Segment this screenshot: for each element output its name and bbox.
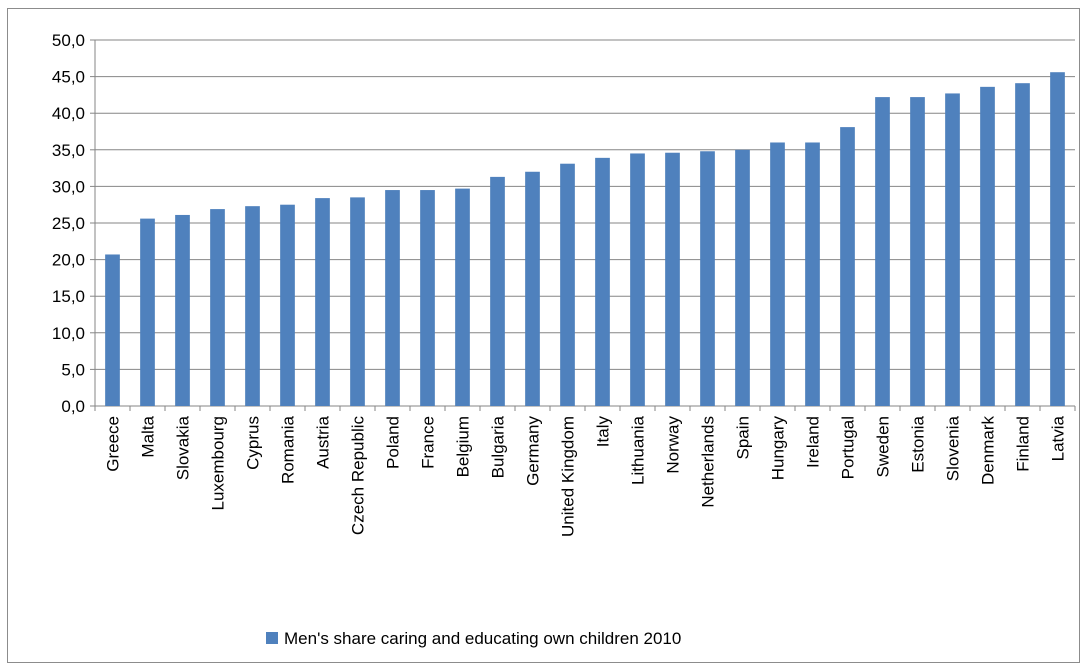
bar (210, 209, 225, 406)
legend: Men's share caring and educating own chi… (266, 629, 681, 648)
x-category-label: Italy (594, 416, 613, 448)
x-category-label: Hungary (769, 416, 788, 481)
x-category-label: Greece (104, 416, 123, 472)
x-category-label: Slovakia (174, 415, 193, 480)
bar (980, 86, 995, 407)
y-tick-label: 40,0 (52, 104, 85, 123)
bar (595, 157, 610, 406)
bar (490, 176, 505, 406)
bar (700, 151, 715, 406)
bar (350, 197, 365, 406)
x-category-label: Czech Republic (349, 416, 368, 536)
x-category-label: Malta (139, 415, 158, 457)
bar (245, 206, 260, 406)
bar (805, 142, 820, 407)
x-category-label: Romania (279, 415, 298, 484)
bar (175, 214, 190, 406)
y-tick-label: 35,0 (52, 141, 85, 160)
bar (105, 254, 120, 406)
bar-chart: 0,0 5,0 10,0 15,0 20,0 25,0 30,0 35,0 40,0 45,0 50… (52, 31, 1076, 648)
x-category-label: Spain (734, 416, 753, 459)
y-tick-label: 25,0 (52, 214, 85, 233)
bar (945, 93, 960, 406)
bar (1015, 83, 1030, 407)
bar (735, 149, 750, 407)
x-category-label: Cyprus (244, 416, 263, 470)
chart-frame: 0,0 5,0 10,0 15,0 20,0 25,0 30,0 35,0 40,0 45,0 50… (7, 8, 1080, 663)
y-tick-labels: 0,0 5,0 10,0 15,0 20,0 25,0 30,0 35,0 40,0 45,0 50… (52, 31, 85, 416)
x-category-label: Luxembourg (209, 416, 228, 511)
x-category-label: Estonia (909, 415, 928, 472)
bar (1050, 72, 1065, 406)
x-category-label: Lithuania (629, 415, 648, 485)
x-category-label: Denmark (979, 416, 998, 485)
x-category-label: France (419, 416, 438, 469)
y-tick-label: 5,0 (61, 360, 85, 379)
bar (630, 153, 645, 406)
y-tick-label: 15,0 (52, 287, 85, 306)
bar (140, 218, 155, 406)
bar (840, 127, 855, 406)
x-category-label: Slovenia (944, 415, 963, 481)
x-category-label: United Kingdom (559, 416, 578, 537)
x-category-label: Finland (1014, 416, 1033, 472)
x-category-label: Portugal (839, 416, 858, 479)
bar (420, 190, 435, 406)
x-category-label: Ireland (804, 416, 823, 468)
bar (385, 190, 400, 406)
axes (90, 39, 1076, 411)
y-tick-label: 10,0 (52, 324, 85, 343)
y-tick-label: 30,0 (52, 177, 85, 196)
bar (875, 97, 890, 406)
x-category-label: Latvia (1049, 415, 1068, 461)
bars (105, 72, 1065, 407)
bar (315, 198, 330, 406)
x-category-label: Netherlands (699, 416, 718, 508)
bar (665, 152, 680, 406)
legend-label: Men's share caring and educating own chi… (284, 629, 681, 648)
x-category-labels: Greece Malta Slovakia Luxembourg Cyprus Roman… (104, 415, 1068, 537)
x-category-label: Belgium (454, 416, 473, 477)
x-category-label: Norway (664, 416, 683, 474)
bar (280, 204, 295, 406)
y-tick-label: 20,0 (52, 251, 85, 270)
legend-swatch (266, 632, 278, 644)
x-category-label: Sweden (874, 416, 893, 477)
x-category-label: Austria (314, 415, 333, 468)
x-category-label: Bulgaria (489, 415, 508, 478)
x-category-label: Germany (524, 416, 543, 486)
x-category-label: Poland (384, 416, 403, 469)
bar (560, 163, 575, 406)
bar (770, 142, 785, 407)
bar (910, 97, 925, 406)
y-tick-label: 45,0 (52, 68, 85, 87)
gridlines (95, 39, 1075, 370)
bar (455, 188, 470, 406)
y-tick-label: 50,0 (52, 31, 85, 50)
y-tick-label: 0,0 (61, 397, 85, 416)
bar (525, 171, 540, 406)
